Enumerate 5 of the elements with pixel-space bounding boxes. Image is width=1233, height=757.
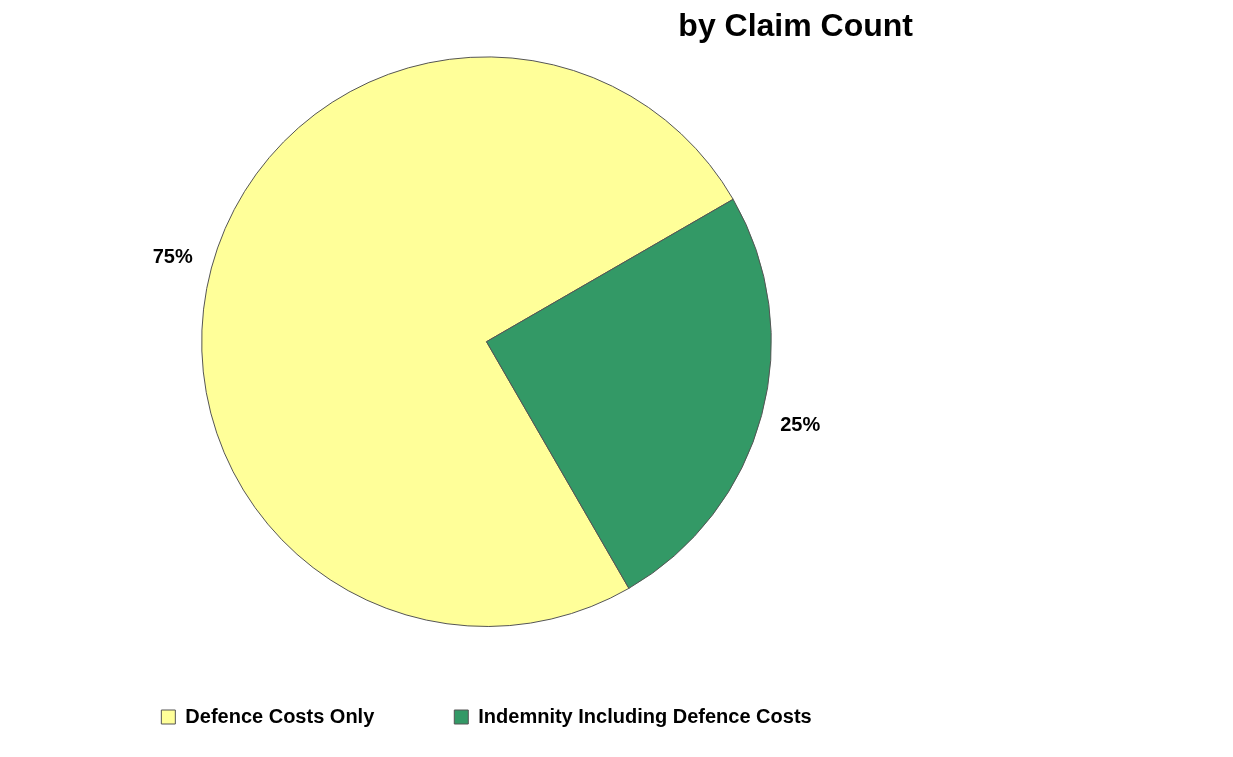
- legend-label: Indemnity Including Defence Costs: [478, 704, 812, 727]
- data-label: 75%: [152, 245, 193, 268]
- legend-label: Defence Costs Only: [185, 704, 376, 727]
- chart-title: by Claim Count: [678, 7, 914, 44]
- data-label: 25%: [780, 413, 821, 436]
